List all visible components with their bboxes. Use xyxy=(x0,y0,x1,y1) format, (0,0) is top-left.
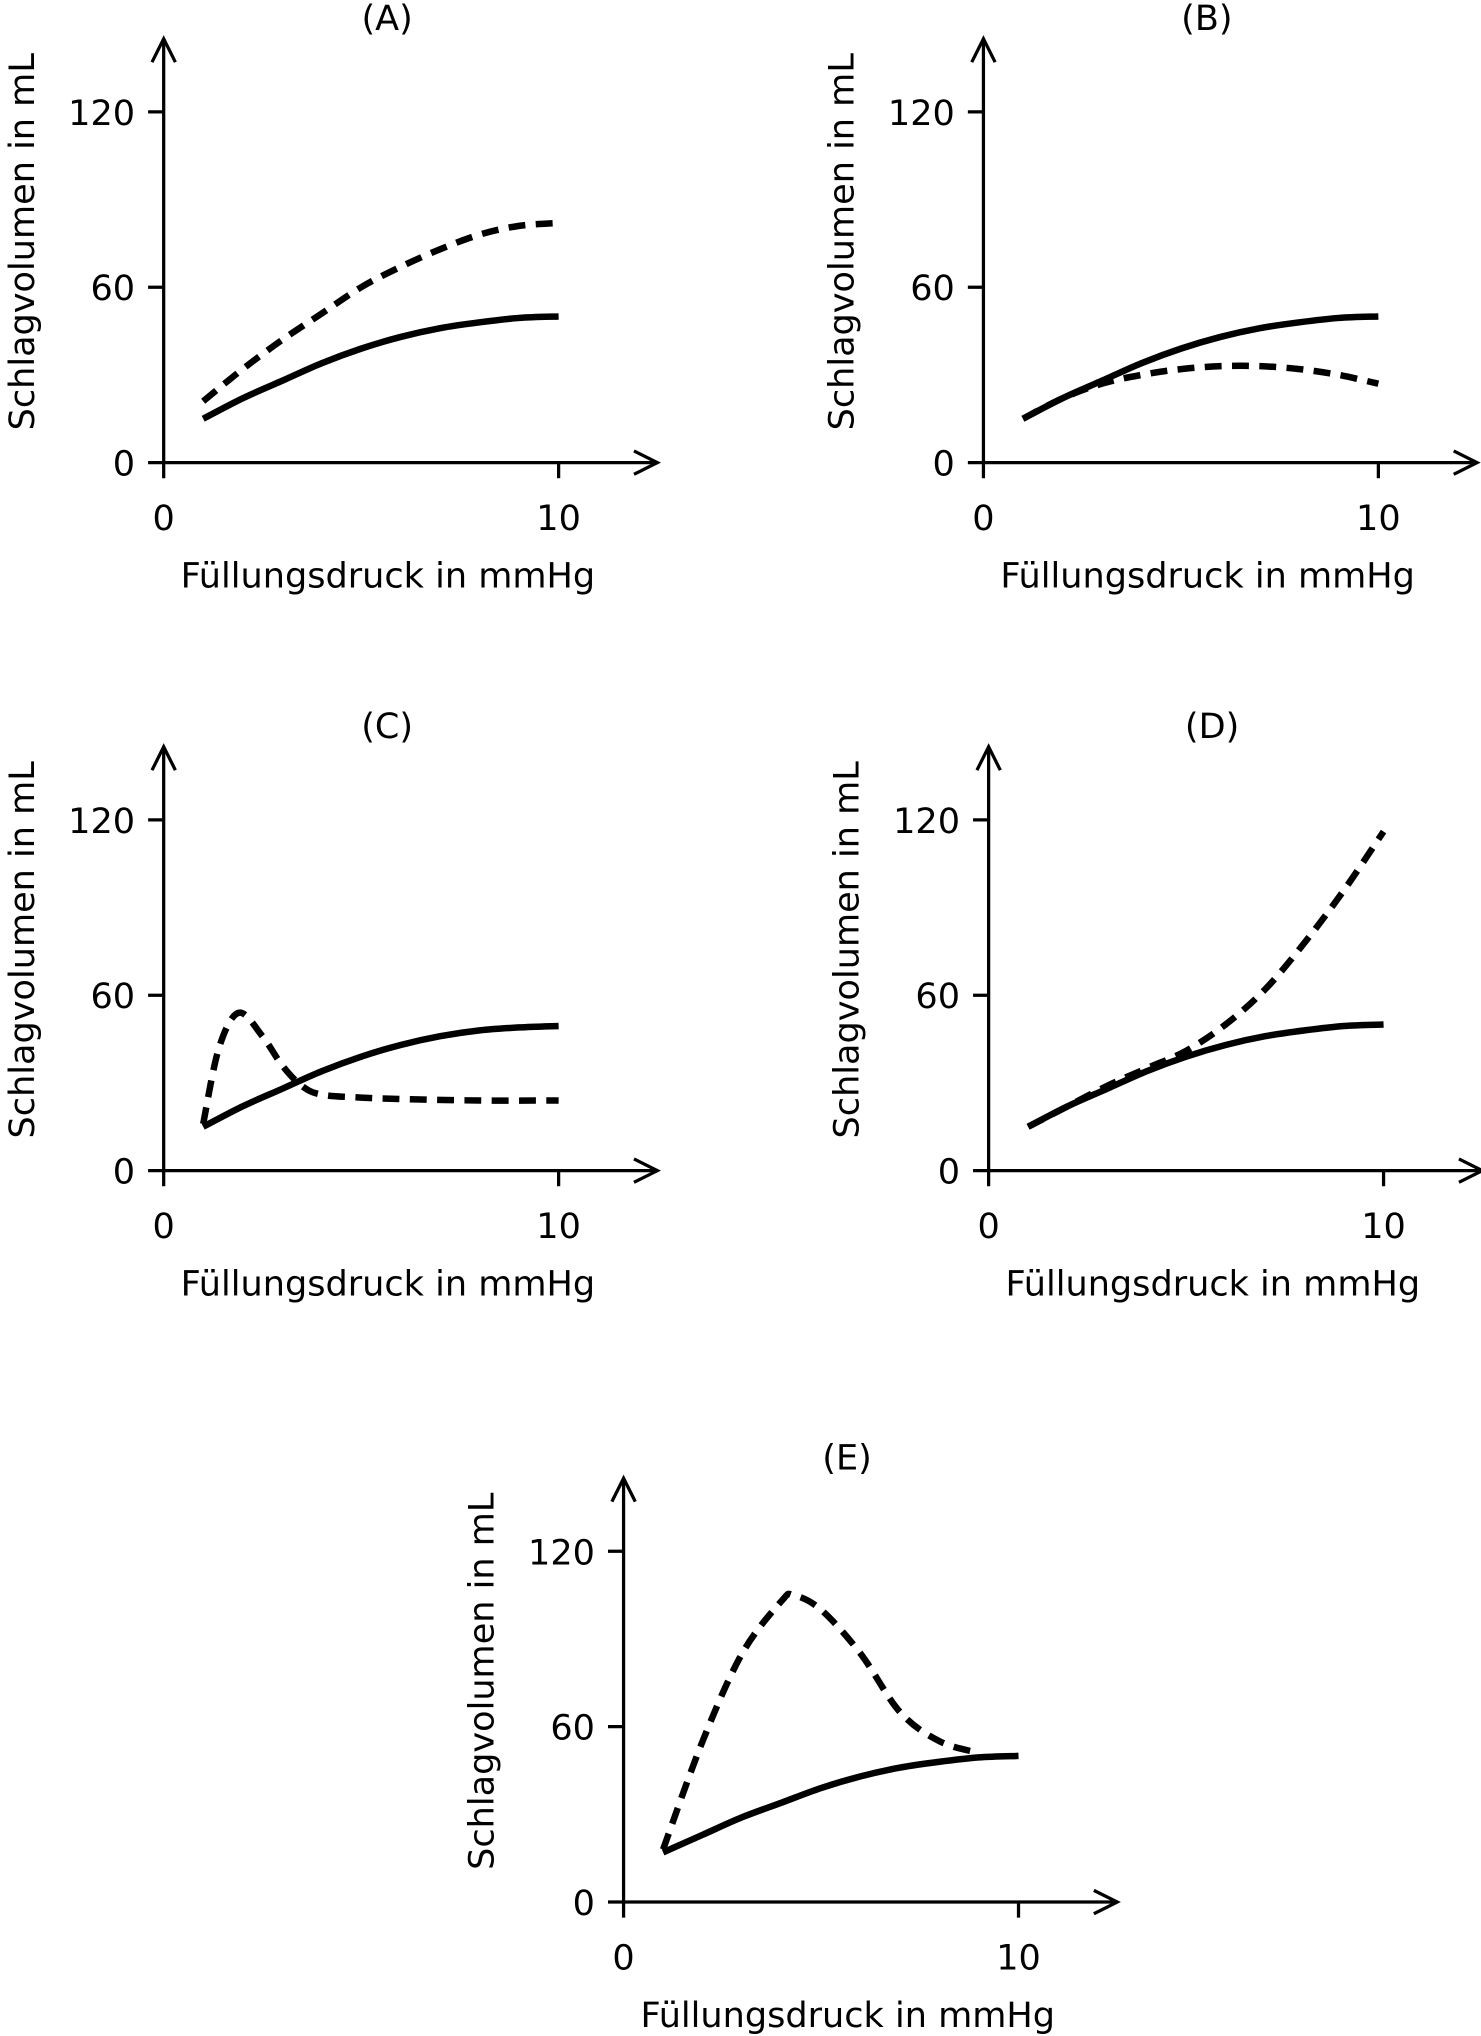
y-tick-label: 60 xyxy=(550,1708,595,1749)
panel-d: 0 60 120 0 10 Füllungsdruck in mmHg Schlagvolu… xyxy=(827,706,1481,1304)
x-axis-label: Füllungsdruck in mmHg xyxy=(181,1263,596,1304)
x-tick-label: 0 xyxy=(977,1206,999,1247)
x-tick-label: 0 xyxy=(612,1938,634,1979)
panel-a: 0 60 120 0 10 Füllungsdruck in mmHg Schlagvolu… xyxy=(2,0,661,596)
y-tick-label: 120 xyxy=(893,801,960,842)
x-axis-label: Füllungsdruck in mmHg xyxy=(181,555,596,596)
x-axis-arrow-icon xyxy=(633,1157,661,1184)
x-tick-label: 0 xyxy=(972,498,994,539)
dashed-curve xyxy=(201,219,559,404)
solid-curve xyxy=(201,1022,559,1130)
x-axis-label: Füllungsdruck in mmHg xyxy=(1006,1263,1421,1304)
y-axis-label: Schlagvolumen in mL xyxy=(462,1492,503,1870)
solid-curve xyxy=(661,1752,1019,1856)
y-tick-label: 0 xyxy=(113,444,135,485)
x-tick-label: 0 xyxy=(153,1206,175,1247)
y-tick-label: 120 xyxy=(68,801,135,842)
y-tick-label: 0 xyxy=(933,444,955,485)
y-tick-label: 60 xyxy=(910,268,955,309)
panel-e: 0 60 120 0 10 Füllungsdruck in mmHg Schlagvolu… xyxy=(462,1437,1121,2036)
y-axis-label: Schlagvolumen in mL xyxy=(822,53,863,431)
x-tick-label: 10 xyxy=(536,1206,581,1247)
x-axis-arrow-icon xyxy=(1093,1888,1121,1916)
y-tick-label: 0 xyxy=(938,1152,960,1193)
panel-title: (A) xyxy=(361,0,412,39)
y-axis-arrow-icon xyxy=(150,743,177,771)
x-tick-label: 10 xyxy=(996,1938,1041,1979)
panel-title: (B) xyxy=(1181,0,1232,39)
dashed-curve xyxy=(1026,829,1387,1130)
dashed-curve xyxy=(660,1590,980,1851)
y-axis-label: Schlagvolumen in mL xyxy=(2,761,43,1139)
y-tick-label: 120 xyxy=(68,93,135,134)
x-axis-label: Füllungsdruck in mmHg xyxy=(640,1995,1055,2036)
y-axis-arrow-icon xyxy=(975,743,1002,771)
panel-title: (E) xyxy=(822,1437,872,1478)
y-axis-arrow-icon xyxy=(970,35,997,63)
solid-curve xyxy=(201,313,559,422)
x-tick-label: 10 xyxy=(1356,498,1401,539)
y-tick-label: 0 xyxy=(113,1152,135,1193)
x-tick-label: 10 xyxy=(1361,1206,1406,1247)
dashed-curve xyxy=(1021,362,1380,422)
x-tick-label: 10 xyxy=(536,498,581,539)
panel-b: 0 60 120 0 10 Füllungsdruck in mmHg Schlagvolu… xyxy=(822,0,1481,596)
x-tick-label: 0 xyxy=(153,498,175,539)
x-axis-arrow-icon xyxy=(1452,449,1481,476)
y-axis-arrow-icon xyxy=(150,35,177,63)
panel-c: 0 60 120 0 10 Füllungsdruck in mmHg Schlagvolu… xyxy=(2,706,661,1304)
solid-curve xyxy=(1021,313,1379,422)
x-axis-label: Füllungsdruck in mmHg xyxy=(1000,555,1415,596)
panel-title: (D) xyxy=(1185,706,1239,747)
y-tick-label: 60 xyxy=(915,976,960,1017)
y-tick-label: 60 xyxy=(90,976,135,1017)
y-axis-label: Schlagvolumen in mL xyxy=(2,53,43,431)
x-axis-arrow-icon xyxy=(633,449,661,476)
y-tick-label: 120 xyxy=(528,1532,595,1573)
y-tick-label: 0 xyxy=(573,1883,595,1924)
y-axis-arrow-icon xyxy=(610,1474,637,1503)
x-axis-arrow-icon xyxy=(1458,1157,1481,1184)
y-tick-label: 120 xyxy=(888,93,955,134)
y-axis-label: Schlagvolumen in mL xyxy=(827,761,868,1139)
panel-title: (C) xyxy=(361,706,413,747)
y-tick-label: 60 xyxy=(90,268,135,309)
